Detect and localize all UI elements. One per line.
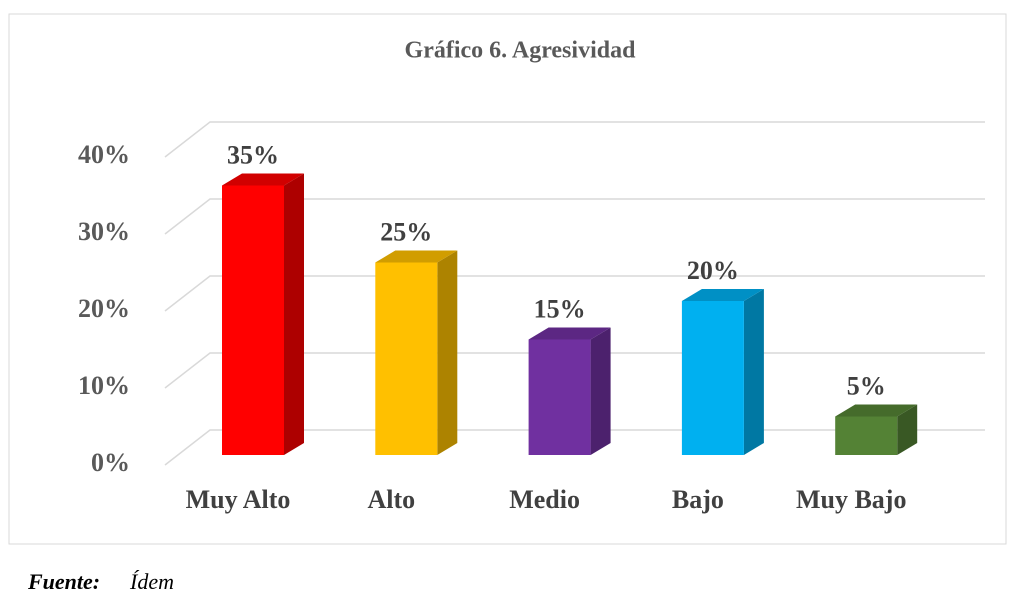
y-tick-label: 20% — [78, 294, 130, 323]
x-tick-label: Bajo — [672, 485, 724, 514]
bar-side — [437, 250, 458, 455]
y-tick-label: 40% — [78, 140, 130, 169]
bar-side — [284, 173, 304, 455]
bar — [681, 301, 744, 455]
bar-top — [528, 327, 611, 340]
bar — [835, 416, 898, 455]
x-tick-label: Medio — [509, 485, 580, 514]
bar-top — [222, 173, 304, 186]
source-text: Ídem — [129, 569, 174, 594]
value-label: 20% — [687, 256, 739, 285]
bar-side — [897, 404, 918, 455]
grid-line — [164, 275, 985, 312]
bar-top — [835, 404, 918, 417]
chart-frame — [8, 13, 1007, 545]
value-label: 15% — [534, 294, 586, 323]
y-tick-label: 0% — [91, 448, 130, 477]
bar — [222, 185, 284, 455]
bar — [528, 339, 591, 455]
value-label: 35% — [227, 140, 279, 169]
bar — [375, 262, 438, 455]
source-label: Fuente: — [27, 569, 100, 594]
chart-title: Gráfico 6. Agresividad — [405, 38, 637, 64]
value-label: 5% — [847, 371, 886, 400]
x-tick-label: Muy Alto — [186, 485, 291, 514]
x-tick-label: Muy Bajo — [796, 485, 907, 514]
bar-top — [681, 289, 764, 301]
y-tick-label: 10% — [78, 371, 130, 400]
bar-side — [590, 327, 611, 455]
value-label: 25% — [380, 217, 432, 246]
bar-side — [743, 289, 764, 455]
x-tick-label: Alto — [367, 485, 415, 514]
bar-top — [375, 250, 458, 263]
y-tick-label: 30% — [78, 217, 130, 246]
grid-line — [164, 198, 985, 235]
grid-line — [164, 121, 985, 158]
